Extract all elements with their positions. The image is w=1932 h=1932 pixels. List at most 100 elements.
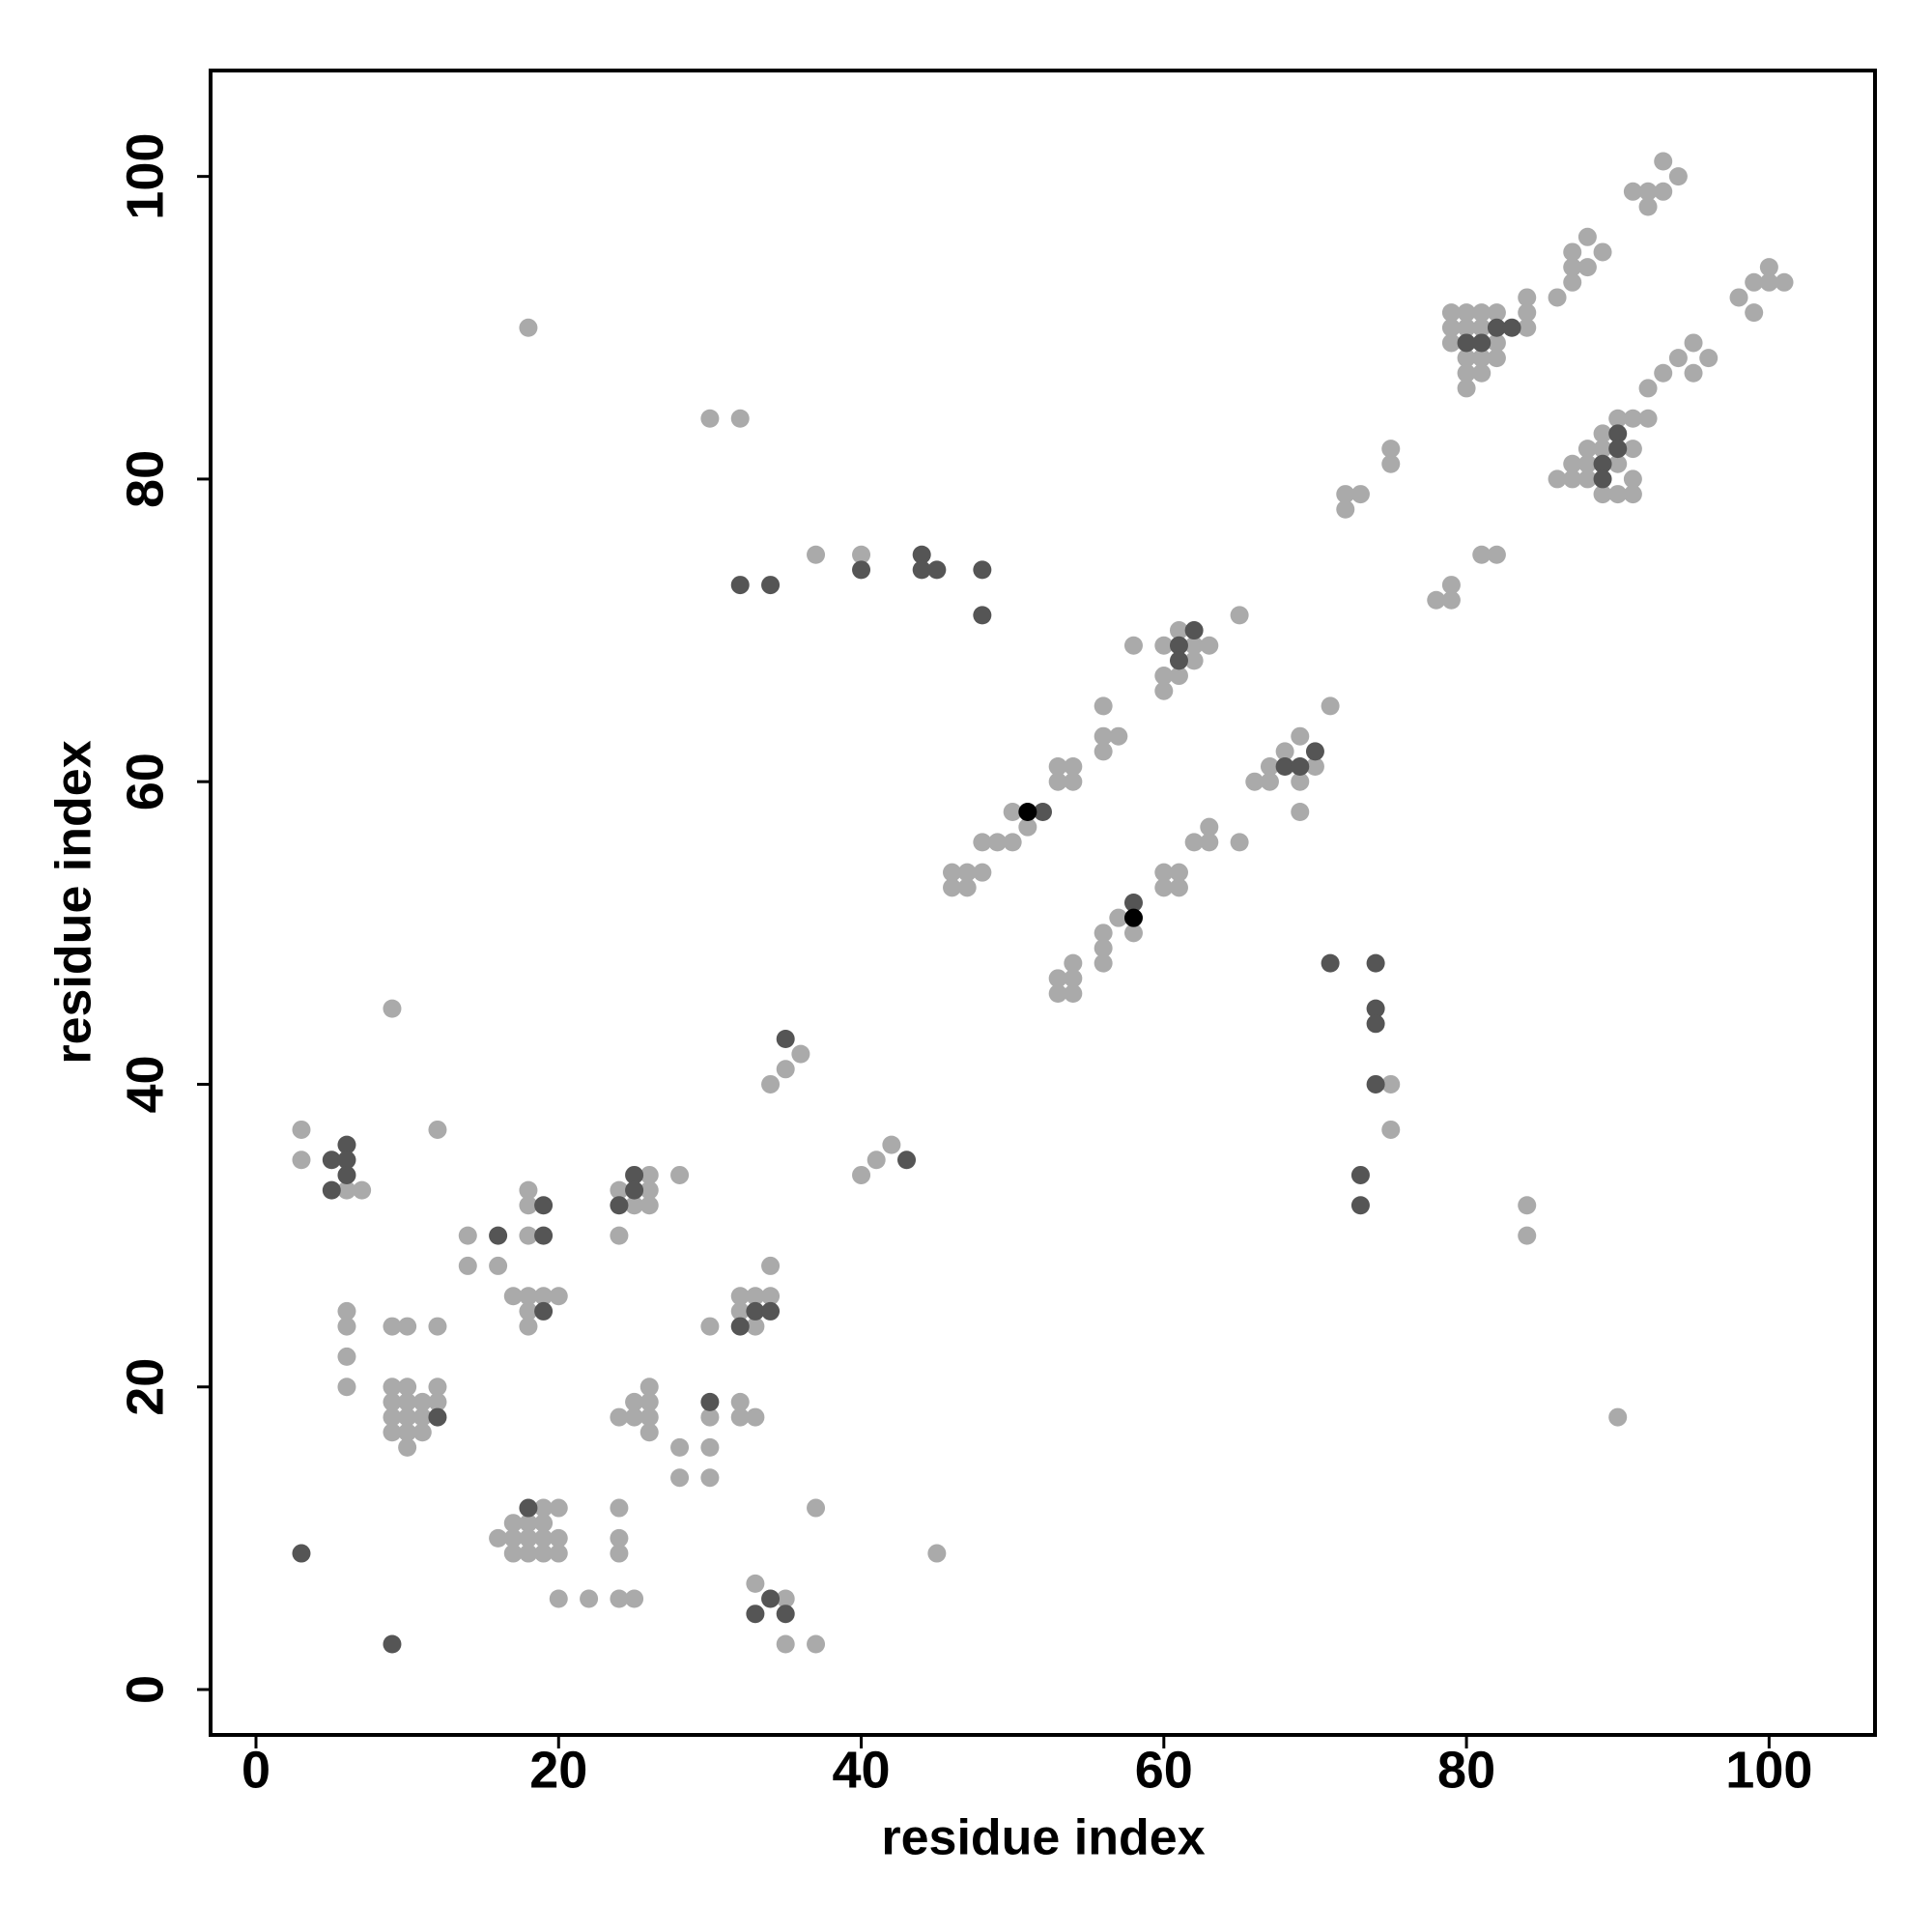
point	[776, 1589, 795, 1608]
point	[1623, 409, 1642, 428]
point	[428, 1120, 447, 1139]
point	[519, 1514, 538, 1533]
point	[867, 1151, 886, 1170]
point	[1577, 440, 1597, 459]
point	[1184, 651, 1204, 670]
point	[519, 1196, 538, 1215]
point	[1457, 318, 1476, 337]
y-tick-label: 20	[116, 1358, 174, 1416]
point	[1472, 303, 1492, 323]
point	[1184, 636, 1204, 655]
point	[1034, 803, 1052, 822]
point	[519, 1317, 538, 1336]
point	[383, 1378, 402, 1397]
point	[534, 1196, 554, 1215]
point	[519, 1498, 538, 1518]
point	[1518, 303, 1537, 323]
point	[412, 1423, 432, 1442]
point	[1608, 409, 1628, 428]
point	[1048, 757, 1067, 777]
point	[1169, 621, 1188, 640]
point	[1336, 485, 1355, 504]
point	[1184, 621, 1204, 640]
x-tick-label: 60	[1135, 1741, 1193, 1799]
point	[1563, 454, 1582, 473]
point	[337, 1165, 356, 1184]
point	[1638, 409, 1658, 428]
point	[1608, 485, 1628, 504]
point	[700, 1407, 720, 1427]
point	[428, 1317, 447, 1336]
point	[1563, 272, 1582, 292]
point	[1109, 908, 1128, 927]
point	[730, 1392, 750, 1411]
point	[1457, 363, 1476, 383]
point	[1548, 469, 1567, 489]
point	[1638, 379, 1658, 398]
point	[458, 1226, 477, 1245]
point	[398, 1378, 417, 1397]
point	[337, 1317, 356, 1336]
point	[807, 1498, 826, 1518]
point	[1064, 983, 1083, 1003]
point	[1441, 333, 1461, 353]
x-tick-label: 100	[1725, 1741, 1812, 1799]
plot-frame	[209, 69, 1877, 1737]
point	[1427, 590, 1446, 610]
point	[700, 1468, 720, 1488]
point	[807, 545, 826, 564]
point	[398, 1437, 417, 1457]
point	[625, 1196, 644, 1215]
point	[625, 1180, 644, 1200]
point	[625, 1392, 644, 1411]
point	[1699, 349, 1719, 368]
point	[897, 1151, 917, 1170]
point	[1200, 833, 1219, 852]
point	[1291, 726, 1310, 746]
point	[337, 1301, 356, 1321]
point	[746, 1317, 765, 1336]
point	[1275, 742, 1294, 761]
point	[1018, 803, 1037, 822]
point	[322, 1180, 341, 1200]
point	[1608, 1407, 1628, 1427]
point	[1366, 953, 1385, 973]
point	[1593, 485, 1612, 504]
point	[625, 1407, 644, 1427]
point	[1487, 318, 1506, 337]
point	[1366, 1074, 1385, 1094]
point	[761, 576, 781, 595]
point	[428, 1378, 447, 1397]
point	[1003, 803, 1022, 822]
point	[383, 1407, 402, 1427]
point	[534, 1226, 554, 1245]
point	[761, 1074, 781, 1094]
point	[973, 863, 992, 882]
point	[1608, 440, 1628, 459]
point	[1457, 303, 1476, 323]
point	[807, 1634, 826, 1654]
point	[610, 1589, 629, 1608]
point	[610, 1226, 629, 1245]
point	[1366, 1014, 1385, 1034]
point	[519, 1180, 538, 1200]
point	[1154, 863, 1174, 882]
point	[1668, 349, 1688, 368]
point	[1684, 333, 1703, 353]
point	[927, 1544, 947, 1563]
point	[1169, 667, 1188, 686]
point	[776, 1060, 795, 1079]
point	[776, 1605, 795, 1624]
point	[1048, 983, 1067, 1003]
point	[1593, 440, 1612, 459]
point	[428, 1407, 447, 1427]
point	[534, 1528, 554, 1548]
point	[1018, 817, 1037, 837]
point	[1094, 938, 1113, 957]
y-tick-label: 60	[116, 753, 174, 810]
point	[1593, 454, 1612, 473]
point	[1321, 953, 1340, 973]
point	[503, 1514, 523, 1533]
point	[1623, 485, 1642, 504]
point	[458, 1256, 477, 1275]
